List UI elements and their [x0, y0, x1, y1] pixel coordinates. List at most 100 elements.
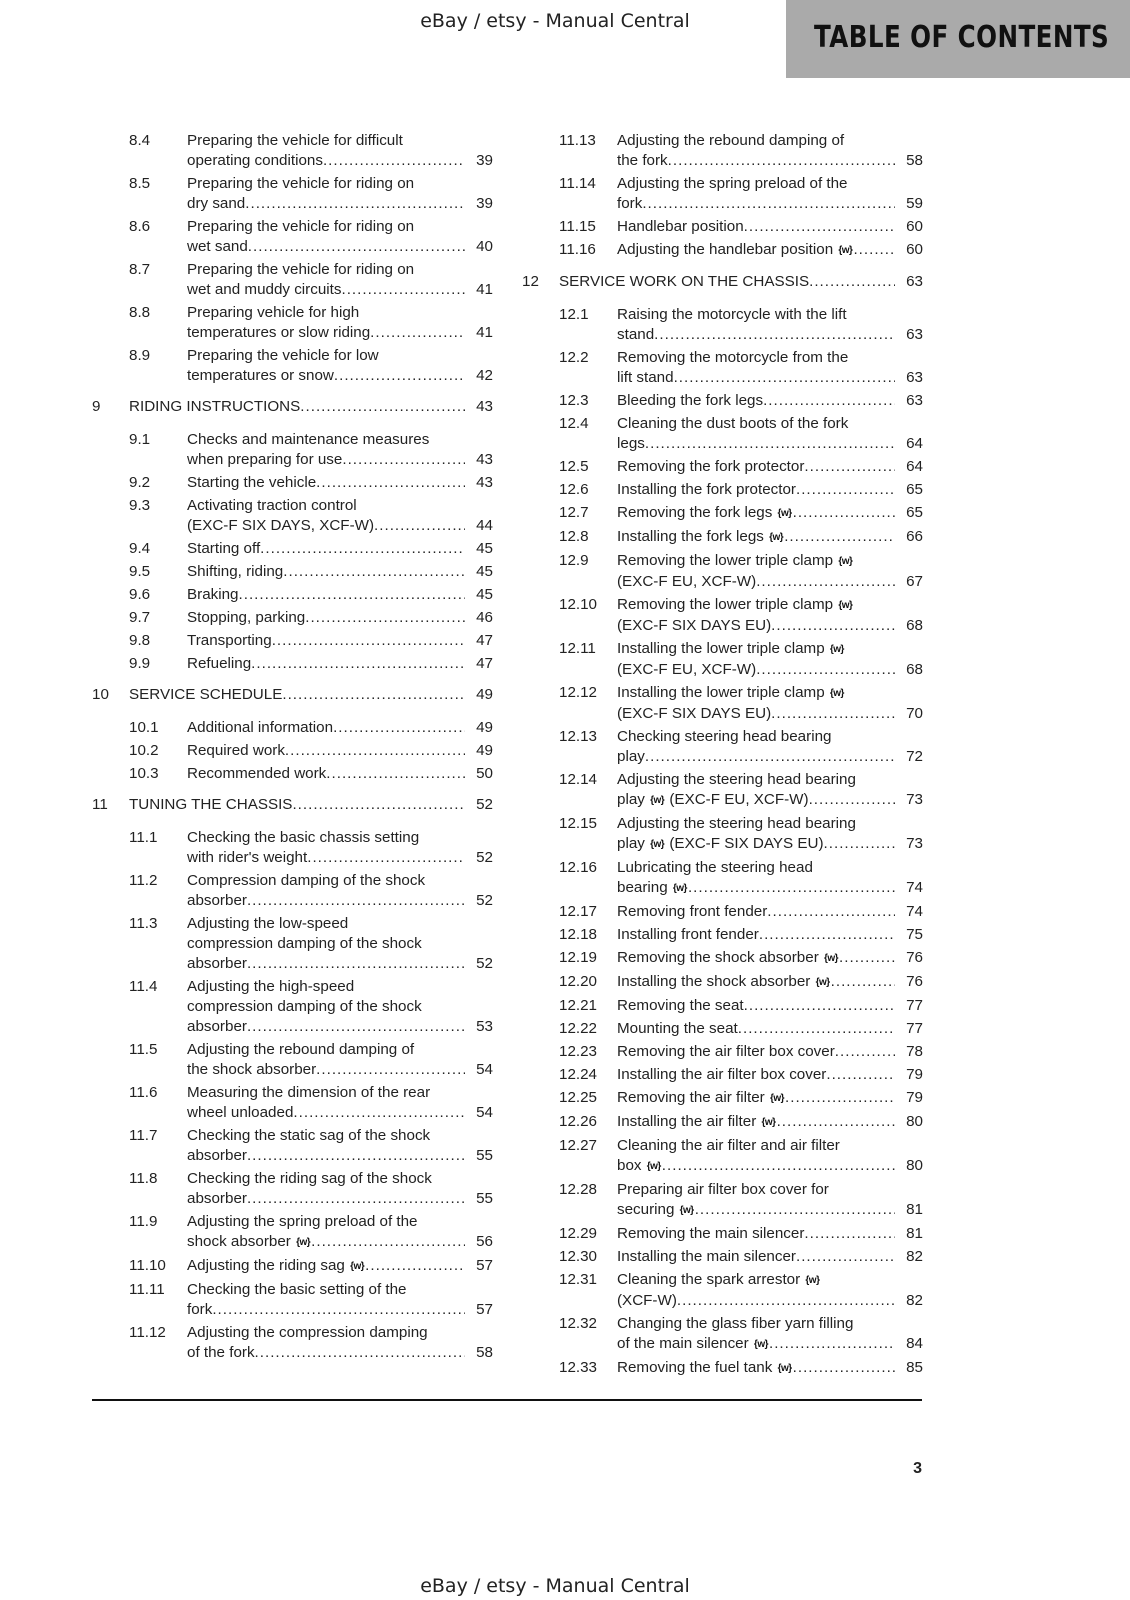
toc-entry[interactable]: 11.5 Adjusting the rebound damping of the … — [92, 1040, 493, 1080]
toc-entry-title: Cleaning the air filter and air filter — [617, 1137, 840, 1154]
toc-entry[interactable]: 12.3 Bleeding the fork legs..............… — [522, 391, 923, 411]
toc-entry[interactable]: 12.1 Raising the motorcycle with the lift… — [522, 305, 923, 345]
toc-entry[interactable]: 12.11 Installing the lower triple clamp {… — [522, 639, 923, 680]
toc-entry-title: Adjusting the rebound damping of — [617, 132, 845, 149]
wrench-icon: {w} — [838, 600, 853, 611]
toc-entry[interactable]: 11.6 Measuring the dimension of the rear w… — [92, 1083, 493, 1123]
toc-entry[interactable]: 12.6 Installing the fork protector.......… — [522, 480, 923, 500]
toc-entry[interactable]: 9.4 Starting off.........................… — [92, 539, 493, 559]
dot-leader: ........................................… — [676, 1292, 895, 1309]
toc-entry[interactable]: 12.17 Removing front fender..............… — [522, 902, 923, 922]
dot-leader: ........................................… — [342, 451, 465, 468]
toc-entry[interactable]: 9.8 Transporting.........................… — [92, 631, 493, 651]
toc-entry[interactable]: 11.15 Handlebar position.................… — [522, 217, 923, 237]
toc-entry[interactable]: 11.7 Checking the static sag of the shock… — [92, 1126, 493, 1166]
toc-chapter[interactable]: 10 SERVICE SCHEDULE......................… — [92, 685, 493, 705]
toc-entry-title: Preparing vehicle for high — [187, 304, 360, 321]
toc-entry[interactable]: 11.3 Adjusting the low-speed compression d… — [92, 914, 493, 974]
toc-entry-title: compression damping of the shock — [187, 935, 422, 952]
toc-entry-title: SERVICE WORK ON THE CHASSIS — [559, 273, 810, 290]
toc-entry-title: (EXC-F SIX DAYS, XCF-W) — [187, 517, 375, 534]
toc-entry[interactable]: 10.2 Required work.......................… — [92, 741, 493, 761]
toc-entry-page: 49 — [476, 719, 493, 736]
toc-entry[interactable]: 12.18 Installing front fender............… — [522, 925, 923, 945]
toc-entry-title: when preparing for use — [187, 451, 343, 468]
dot-leader: ........................................… — [673, 369, 895, 386]
toc-entry[interactable]: 9.2 Starting the vehicle.................… — [92, 473, 493, 493]
toc-entry[interactable]: 12.2 Removing the motorcycle from the lift… — [522, 348, 923, 388]
toc-entry[interactable]: 11.2 Compression damping of the shock abso… — [92, 871, 493, 911]
toc-entry-page: 67 — [906, 573, 923, 590]
toc-entry[interactable]: 12.24 Installing the air filter box cover… — [522, 1065, 923, 1085]
toc-entry[interactable]: 12.28 Preparing air filter box cover for s… — [522, 1180, 923, 1221]
toc-entry[interactable]: 12.26 Installing the air filter {w}......… — [522, 1112, 923, 1133]
dot-leader: ........................................… — [293, 1104, 465, 1121]
toc-entry[interactable]: 12.21 Removing the seat..................… — [522, 996, 923, 1016]
toc-entry[interactable]: 11.14 Adjusting the spring preload of the… — [522, 174, 923, 214]
toc-entry-number: 8.9 — [129, 347, 151, 364]
toc-entry-title: (XCF-W) — [617, 1292, 677, 1309]
toc-entry[interactable]: 12.20 Installing the shock absorber {w}..… — [522, 972, 923, 993]
toc-entry[interactable]: 12.19 Removing the shock absorber {w}....… — [522, 948, 923, 969]
toc-entry[interactable]: 12.30 Installing the main silencer.......… — [522, 1247, 923, 1267]
toc-entry[interactable]: 11.10 Adjusting the riding sag {w}.......… — [92, 1256, 493, 1277]
toc-entry[interactable]: 11.4 Adjusting the high-speed compression … — [92, 977, 493, 1037]
dot-leader: ........................................… — [245, 195, 465, 212]
toc-entry-number: 8.8 — [129, 304, 151, 321]
toc-entry[interactable]: 12.12 Installing the lower triple clamp {… — [522, 683, 923, 724]
toc-entry[interactable]: 12.5 Removing the fork protector.........… — [522, 457, 923, 477]
toc-entry[interactable]: 12.15 Adjusting the steering head bearing… — [522, 814, 923, 855]
toc-entry-title: Transporting — [187, 632, 272, 649]
toc-entry[interactable]: 11.9 Adjusting the spring preload of the s… — [92, 1212, 493, 1253]
toc-entry[interactable]: 12.9 Removing the lower triple clamp {w} (… — [522, 551, 923, 592]
toc-entry[interactable]: 11.13 Adjusting the rebound damping of the… — [522, 131, 923, 171]
toc-entry[interactable]: 11.16 Adjusting the handlebar position {w… — [522, 240, 923, 261]
toc-entry-page: 64 — [906, 458, 923, 475]
toc-entry[interactable]: 12.13 Checking steering head bearing play.… — [522, 727, 923, 767]
toc-entry[interactable]: 12.4 Cleaning the dust boots of the fork l… — [522, 414, 923, 454]
toc-entry[interactable]: 10.1 Additional information..............… — [92, 718, 493, 738]
toc-entry[interactable]: 8.7 Preparing the vehicle for riding on we… — [92, 260, 493, 300]
toc-entry[interactable]: 12.31 Cleaning the spark arrestor {w} (XCF… — [522, 1270, 923, 1311]
toc-entry-title: Removing the lower triple clamp {w} — [617, 552, 853, 569]
toc-chapter[interactable]: 12 SERVICE WORK ON THE CHASSIS...........… — [522, 272, 923, 292]
dot-leader: ........................................… — [644, 748, 895, 765]
toc-entry[interactable]: 12.7 Removing the fork legs {w}..........… — [522, 503, 923, 524]
toc-entry[interactable]: 12.10 Removing the lower triple clamp {w}… — [522, 595, 923, 636]
toc-entry[interactable]: 12.25 Removing the air filter {w}........… — [522, 1088, 923, 1109]
dot-leader: ........................................… — [238, 586, 466, 603]
toc-entry-title: Checking steering head bearing — [617, 728, 832, 745]
toc-entry[interactable]: 8.5 Preparing the vehicle for riding on dr… — [92, 174, 493, 214]
toc-entry[interactable]: 12.29 Removing the main silencer.........… — [522, 1224, 923, 1244]
toc-entry[interactable]: 9.9 Refueling............................… — [92, 654, 493, 674]
toc-entry-number: 12.4 — [559, 415, 589, 432]
toc-entry[interactable]: 12.8 Installing the fork legs {w}........… — [522, 527, 923, 548]
toc-entry[interactable]: 9.6 Braking..............................… — [92, 585, 493, 605]
toc-entry[interactable]: 12.22 Mounting the seat..................… — [522, 1019, 923, 1039]
toc-entry[interactable]: 12.27 Cleaning the air filter and air fil… — [522, 1136, 923, 1177]
toc-entry[interactable]: 9.7 Stopping, parking....................… — [92, 608, 493, 628]
toc-entry[interactable]: 12.33 Removing the fuel tank {w}.........… — [522, 1358, 923, 1379]
toc-entry[interactable]: 12.32 Changing the glass fiber yarn filli… — [522, 1314, 923, 1355]
toc-entry[interactable]: 9.3 Activating traction control (EXC-F SIX… — [92, 496, 493, 536]
toc-entry[interactable]: 9.5 Shifting, riding.....................… — [92, 562, 493, 582]
toc-entry[interactable]: 12.16 Lubricating the steering head bearin… — [522, 858, 923, 899]
toc-entry-title: Bleeding the fork legs — [617, 392, 764, 409]
toc-entry[interactable]: 9.1 Checks and maintenance measures when p… — [92, 430, 493, 470]
toc-chapter[interactable]: 11 TUNING THE CHASSIS....................… — [92, 795, 493, 815]
toc-entry[interactable]: 12.23 Removing the air filter box cover..… — [522, 1042, 923, 1062]
toc-entry[interactable]: 11.1 Checking the basic chassis setting wi… — [92, 828, 493, 868]
toc-entry[interactable]: 8.8 Preparing vehicle for high temperature… — [92, 303, 493, 343]
wrench-icon: {w} — [838, 245, 853, 256]
toc-chapter[interactable]: 9 RIDING INSTRUCTIONS....................… — [92, 397, 493, 417]
toc-entry[interactable]: 12.14 Adjusting the steering head bearing… — [522, 770, 923, 811]
toc-entry[interactable]: 11.8 Checking the riding sag of the shock… — [92, 1169, 493, 1209]
toc-entry[interactable]: 8.9 Preparing the vehicle for low temperat… — [92, 346, 493, 386]
toc-entry[interactable]: 10.3 Recommended work....................… — [92, 764, 493, 784]
wrench-icon: {w} — [829, 644, 845, 655]
toc-entry-title: Adjusting the steering head bearing — [617, 771, 856, 788]
toc-entry[interactable]: 8.4 Preparing the vehicle for difficult op… — [92, 131, 493, 171]
toc-entry[interactable]: 11.11 Checking the basic setting of the fo… — [92, 1280, 493, 1320]
toc-entry[interactable]: 8.6 Preparing the vehicle for riding on we… — [92, 217, 493, 257]
toc-entry[interactable]: 11.12 Adjusting the compression damping of… — [92, 1323, 493, 1363]
